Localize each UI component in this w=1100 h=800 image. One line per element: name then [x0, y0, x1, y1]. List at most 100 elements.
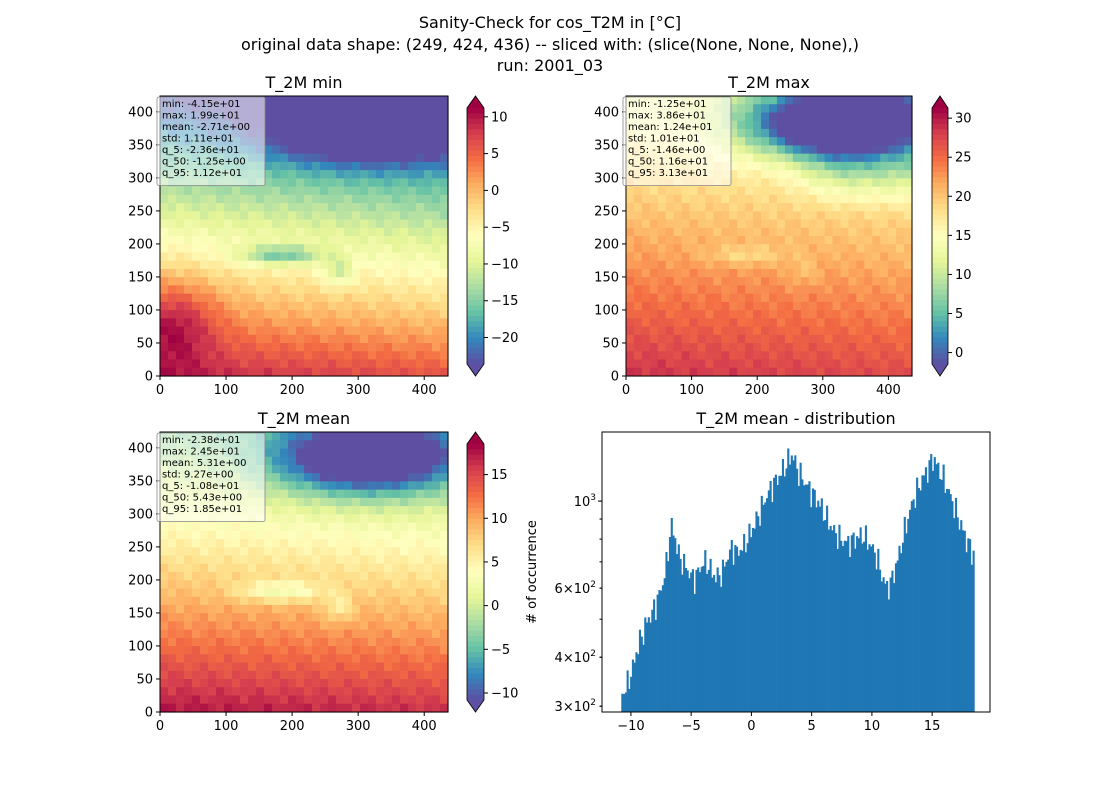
- heatmap-cell: [264, 481, 273, 491]
- heatmap-cell: [697, 277, 707, 287]
- heatmap-cell: [665, 334, 675, 344]
- heatmap-cell: [753, 252, 762, 262]
- heatmap-cell: [184, 293, 193, 303]
- heatmap-cell: [808, 211, 818, 221]
- heatmap-cell: [336, 572, 345, 581]
- heatmap-cell: [312, 481, 321, 491]
- heatmap-cell: [392, 506, 401, 515]
- heatmap-cell: [368, 96, 377, 105]
- heatmap-cell: [208, 310, 217, 319]
- histogram-panel: T_2M mean - distribution−10 −5 0 5 10 153×102…: [525, 409, 991, 734]
- histogram-bar: [804, 484, 807, 712]
- heatmap-cell: [216, 359, 225, 369]
- heatmap-cell: [384, 343, 393, 352]
- heatmap-cell: [432, 244, 441, 254]
- heatmap-cell: [424, 530, 433, 540]
- heatmap-cell: [304, 662, 313, 672]
- heatmap-cell: [872, 293, 881, 303]
- heatmap-cell: [800, 170, 810, 179]
- heatmap-cell: [184, 703, 193, 713]
- colorbar-segment: [467, 524, 484, 530]
- heatmap-cell: [296, 277, 305, 287]
- heatmap-cell: [312, 555, 321, 565]
- heatmap-cell: [320, 268, 329, 278]
- heatmap-cell: [800, 343, 810, 352]
- heatmap-cell: [352, 473, 361, 483]
- heatmap-cell: [200, 596, 209, 606]
- heatmap-cell: [697, 367, 707, 377]
- heatmap-cell: [681, 326, 691, 336]
- heatmap-cell: [872, 268, 881, 278]
- heatmap-cell: [248, 629, 257, 639]
- heatmap-cell: [432, 137, 441, 147]
- heatmap-cell: [264, 219, 273, 229]
- heatmap-cell: [208, 572, 217, 581]
- heatmap-cell: [729, 318, 738, 328]
- heatmap-cell: [657, 203, 667, 212]
- heatmap-cell: [440, 654, 449, 664]
- heatmap-cell: [320, 588, 329, 598]
- heatmap-cell: [280, 120, 289, 130]
- heatmap-cell: [312, 440, 321, 450]
- heatmap-cell: [872, 334, 881, 344]
- heatmap-cell: [344, 506, 353, 515]
- histogram-bar: [665, 552, 668, 712]
- heatmap-cell: [392, 670, 401, 680]
- histogram-bar: [866, 549, 869, 712]
- histogram-bar: [882, 577, 885, 712]
- heatmap-cell: [208, 613, 217, 623]
- heatmap-cell: [352, 580, 361, 590]
- heatmap-cell: [200, 203, 209, 212]
- heatmap-cell: [232, 604, 241, 614]
- heatmap-cell: [248, 194, 257, 204]
- heatmap-cell: [352, 96, 361, 105]
- heatmap-cell: [657, 186, 667, 196]
- heatmap-cell: [360, 96, 369, 105]
- colorbar-segment: [467, 620, 484, 626]
- heatmap-cell: [800, 153, 810, 163]
- heatmap-cell: [864, 153, 873, 163]
- heatmap-cell: [296, 547, 305, 557]
- heatmap-cell: [288, 219, 297, 229]
- heatmap-cell: [240, 367, 249, 377]
- heatmap-cell: [176, 236, 185, 245]
- heatmap-cell: [288, 310, 297, 319]
- histogram-bar: [734, 545, 737, 712]
- heatmap-cell: [904, 236, 913, 245]
- colorbar-segment: [467, 646, 484, 653]
- heatmap-cell: [264, 489, 273, 499]
- heatmap-cell: [320, 112, 329, 122]
- heatmap-cell: [216, 326, 225, 336]
- heatmap-cell: [248, 588, 257, 598]
- heatmap-cell: [176, 530, 185, 540]
- heatmap-cell: [872, 318, 881, 328]
- heatmap-cell: [816, 326, 826, 336]
- heatmap-cell: [856, 310, 865, 319]
- heatmap-cell: [200, 343, 209, 352]
- heatmap-cell: [344, 621, 353, 631]
- heatmap-cell: [328, 621, 337, 631]
- heatmap-cell: [368, 646, 377, 655]
- heatmap-cell: [641, 310, 651, 319]
- heatmap-cell: [264, 687, 273, 697]
- colorbar-extend-bottom: [467, 700, 484, 712]
- heatmap-cell: [896, 145, 905, 155]
- heatmap-cell: [392, 563, 401, 573]
- heatmap-cell: [392, 120, 401, 130]
- heatmap-cell: [176, 367, 185, 377]
- heatmap-cell: [192, 695, 201, 705]
- heatmap-cell: [296, 646, 305, 655]
- heatmap-cell: [168, 236, 177, 245]
- histogram-bar: [849, 556, 852, 712]
- colorbar-tick-label: 30: [955, 112, 972, 127]
- heatmap-cell: [776, 310, 786, 319]
- heatmap-cell: [208, 522, 217, 532]
- heatmap-cell: [312, 244, 321, 254]
- heatmap-cell: [288, 236, 297, 245]
- heatmap-cell: [769, 310, 778, 319]
- heatmap-cell: [769, 120, 778, 130]
- heatmap-cell: [840, 219, 850, 229]
- y-tick-label: 150: [128, 270, 153, 285]
- heatmap-cell: [280, 310, 289, 319]
- heatmap-cell: [352, 604, 361, 614]
